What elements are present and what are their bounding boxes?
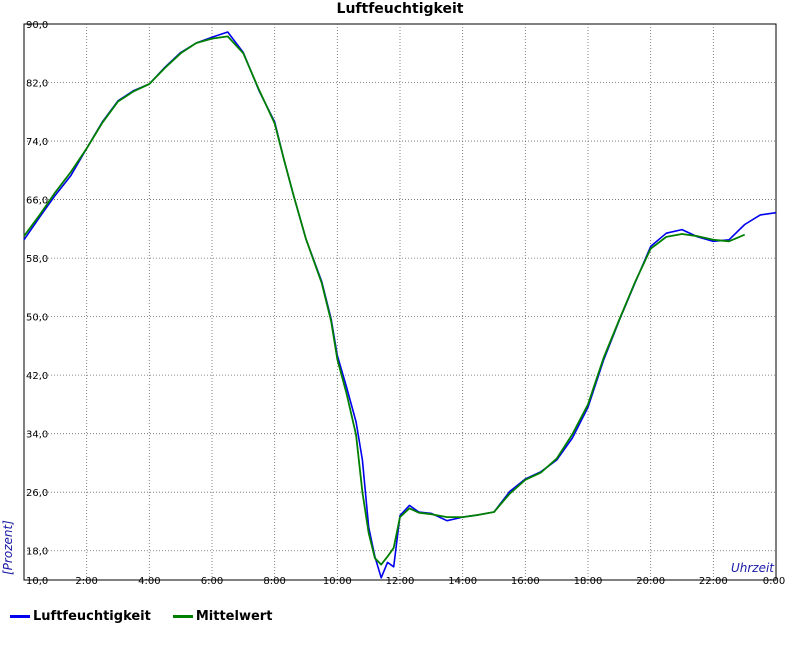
x-tick-label: 16:00 (511, 576, 540, 587)
series-lines (23, 31, 777, 579)
y-tick-label: 74,0 (26, 137, 48, 148)
chart-title: Luftfeuchtigkeit (337, 1, 464, 17)
x-axis-label: Uhrzeit (731, 561, 775, 575)
legend-swatch-blue (10, 615, 30, 618)
plot-area (23, 23, 777, 581)
legend-label: Luftfeuchtigkeit (33, 609, 151, 624)
y-tick-label: 42,0 (26, 371, 48, 382)
x-tick-label: 12:00 (386, 576, 415, 587)
y-tick-label: 90,0 (26, 20, 48, 31)
x-tick-label: 6:00 (201, 576, 223, 587)
x-tick-label: 20:00 (636, 576, 665, 587)
y-tick-label: 26,0 (26, 488, 48, 499)
x-tick-label: 10:00 (323, 576, 352, 587)
y-tick-label: 82,0 (26, 79, 48, 90)
y-axis-label: [Prozent] (1, 520, 15, 575)
x-tick-label: 22:00 (699, 576, 728, 587)
series-line-mittelwert (23, 35, 746, 566)
grid (24, 24, 776, 580)
chart-legend: Luftfeuchtigkeit Mittelwert (10, 609, 272, 624)
y-tick-label: 34,0 (26, 430, 48, 441)
x-tick-label: 4:00 (138, 576, 160, 587)
y-tick-label: 18,0 (26, 547, 48, 558)
y-tick-label: 58,0 (26, 254, 48, 265)
y-tick-label: 50,0 (26, 313, 48, 324)
corner-value-label: 10,0 (26, 576, 48, 587)
x-tick-label: 0:00 (763, 576, 785, 587)
legend-label: Mittelwert (195, 609, 273, 624)
legend-item-luftfeuchtigkeit: Luftfeuchtigkeit (10, 609, 151, 624)
x-tick-label: 14:00 (448, 576, 477, 587)
x-tick-label: 8:00 (263, 576, 285, 587)
y-tick-label: 66,0 (26, 196, 48, 207)
x-tick-label: 18:00 (574, 576, 603, 587)
legend-item-mittelwert: Mittelwert (172, 609, 273, 624)
x-tick-label: 2:00 (75, 576, 97, 587)
legend-swatch-green (172, 615, 193, 618)
tick-labels: 2:00 4:00 6:00 8:00 10:00 12:00 14:00 16:00 18:0… (26, 20, 785, 587)
